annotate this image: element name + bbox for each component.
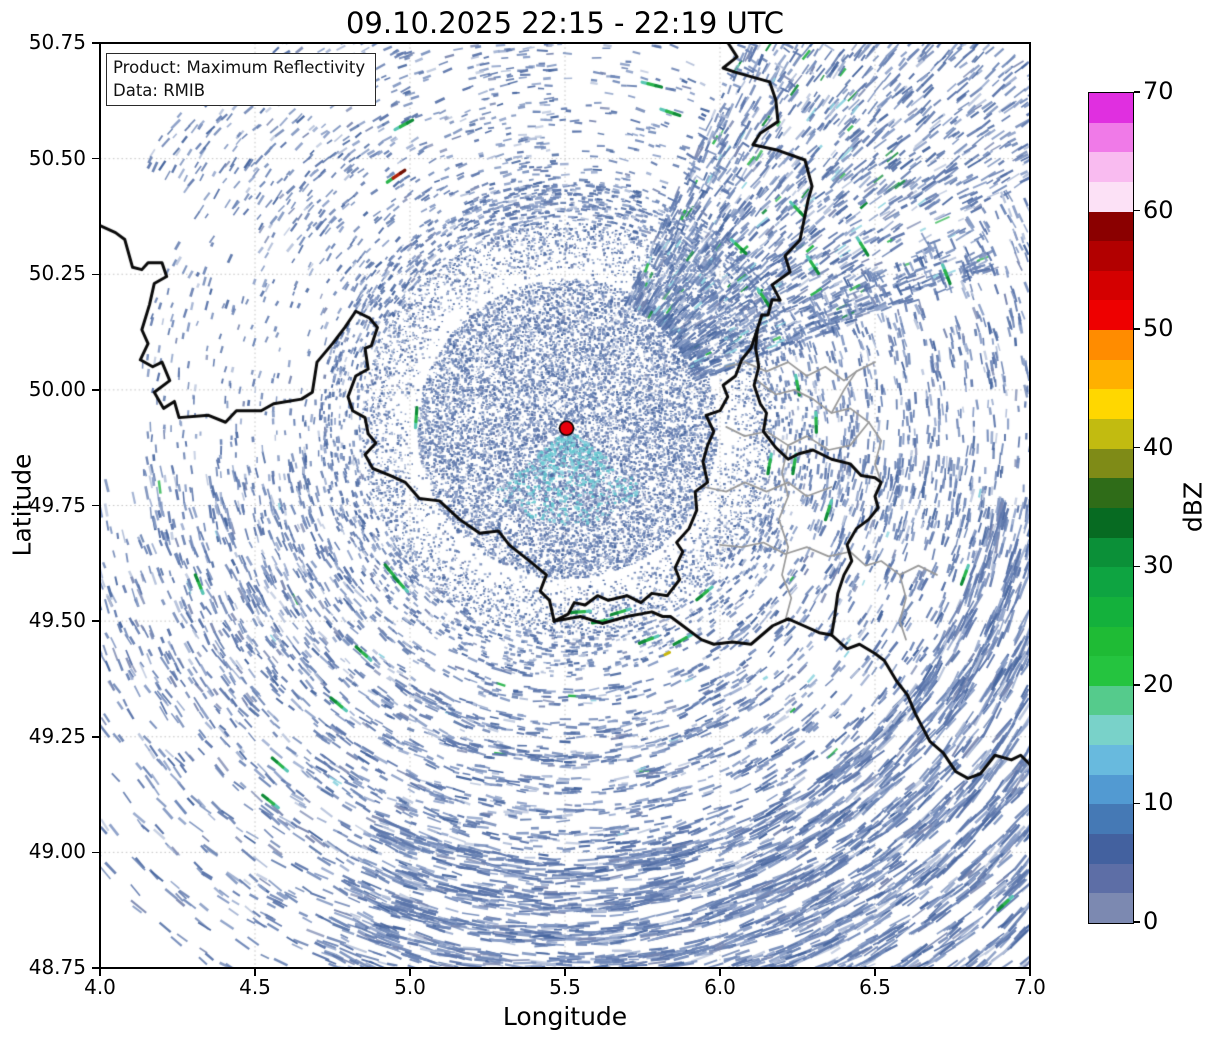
figure-title: 09.10.2025 22:15 - 22:19 UTC [345,6,785,40]
y-tick-label: 49.50 [28,608,86,633]
y-tick [92,273,99,275]
x-tick [874,969,876,976]
x-tick-label: 4.0 [84,975,116,999]
data-source-label: Data: RMIB [113,81,206,100]
colorbar [1088,92,1134,924]
y-tick [92,42,99,44]
colorbar-cell [1089,241,1133,271]
y-tick [92,851,99,854]
x-tick [254,969,256,976]
colorbar-cell [1089,478,1133,508]
y-tick-label: 49.75 [28,492,86,517]
colorbar-cell [1089,715,1133,746]
colorbar-cell [1089,804,1133,835]
colorbar-tick [1134,921,1140,923]
colorbar-cell [1089,626,1133,657]
colorbar-tick-label: 50 [1143,314,1174,343]
colorbar-cell [1089,863,1133,894]
colorbar-cell [1089,567,1133,597]
colorbar-label: dBZ [1178,481,1208,533]
colorbar-cell [1089,270,1133,301]
y-tick-label: 50.00 [28,376,86,401]
colorbar-tick-label: 40 [1143,432,1174,461]
x-tick-label: 5.0 [394,975,426,999]
product-info-box: Product: Maximum Reflectivity Data: RMIB [106,53,377,106]
colorbar-cell [1089,507,1133,538]
colorbar-tick-label: 20 [1143,669,1174,698]
x-tick-label: 6.5 [859,975,891,999]
x-tick [564,969,566,976]
colorbar-cell [1089,685,1133,716]
y-tick-label: 50.75 [28,30,86,54]
colorbar-cell [1089,419,1133,449]
y-tick [92,620,99,622]
colorbar-cell [1089,596,1133,627]
colorbar-cell [1089,745,1133,775]
x-tick [719,969,721,976]
colorbar-cell [1089,300,1133,331]
x-tick-label: 7.0 [1014,975,1046,999]
x-tick [409,969,411,976]
colorbar-tick-label: 70 [1143,77,1174,105]
colorbar-cell [1089,93,1133,123]
x-axis-label: Longitude [502,1002,628,1031]
colorbar-tick-label: 0 [1143,907,1159,935]
colorbar-tick [1134,446,1140,449]
colorbar-tick [1134,328,1140,330]
colorbar-cell [1089,359,1133,390]
y-tick-label: 50.25 [28,261,86,286]
y-tick-label: 49.00 [28,839,86,864]
radar-map-canvas [100,43,1030,968]
product-label: Product: Maximum Reflectivity [113,58,366,77]
y-tick [92,736,99,738]
colorbar-cell [1089,181,1133,212]
y-tick-label: 48.75 [28,955,86,979]
x-tick-label: 5.5 [549,975,581,999]
colorbar-cell [1089,330,1133,360]
colorbar-tick-label: 30 [1143,551,1174,580]
colorbar-cell [1089,211,1133,242]
x-tick-label: 6.0 [704,975,736,999]
colorbar-tick-label: 60 [1143,195,1174,224]
colorbar-tick [1134,91,1140,93]
colorbar-tick-label: 10 [1143,788,1174,817]
colorbar-cell [1089,389,1133,420]
colorbar-cell [1089,656,1133,686]
x-tick [99,969,101,976]
colorbar-tick [1134,684,1140,686]
colorbar-cell [1089,893,1133,923]
colorbar-tick [1134,209,1140,212]
y-tick [92,157,99,160]
colorbar-tick [1134,802,1140,805]
y-tick-label: 49.25 [28,723,86,748]
colorbar-cell [1089,448,1133,479]
y-tick [92,967,99,969]
y-tick [92,504,99,507]
colorbar-cell [1089,834,1133,864]
y-tick [92,389,99,391]
colorbar-cell [1089,152,1133,182]
y-tick-label: 50.50 [28,145,86,170]
colorbar-cell [1089,774,1133,805]
colorbar-tick [1134,565,1140,568]
colorbar-cell [1089,537,1133,568]
x-tick-label: 4.5 [239,975,271,999]
colorbar-cell [1089,122,1133,153]
x-tick [1029,969,1031,976]
